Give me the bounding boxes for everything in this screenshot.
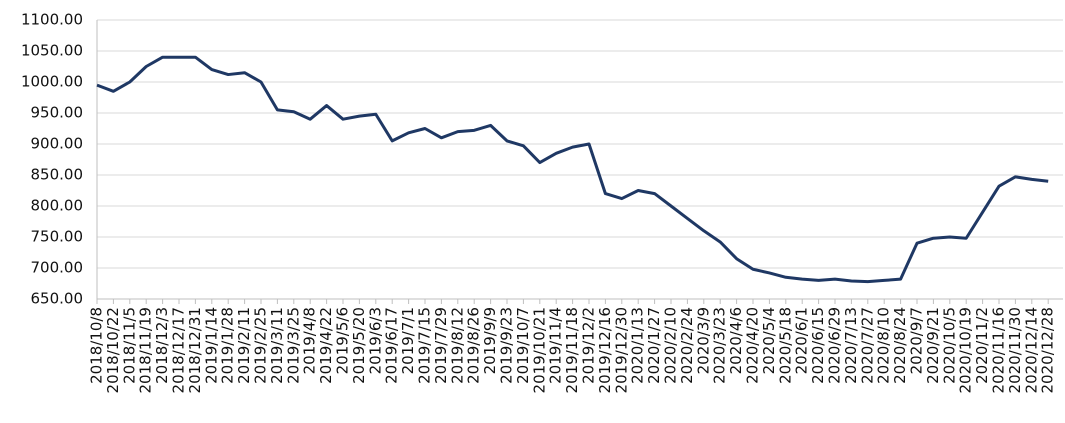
x-tick-label: 2019/11/18 [563, 307, 581, 393]
x-tick-label: 2020/1/13 [629, 307, 647, 384]
y-tick-label: 1050.00 [21, 42, 83, 60]
x-tick-label: 2019/7/29 [432, 307, 450, 384]
x-tick-label: 2020/9/7 [908, 307, 926, 374]
x-tick-label: 2019/5/20 [350, 307, 368, 384]
x-tick-label: 2020/5/4 [760, 307, 778, 374]
x-tick-label: 2019/3/11 [268, 307, 286, 384]
x-tick-label: 2019/8/12 [448, 307, 466, 384]
x-tick-label: 2018/12/31 [186, 307, 204, 393]
x-tick-label: 2020/12/14 [1022, 307, 1040, 393]
x-tick-label: 2019/2/11 [235, 307, 253, 384]
x-tick-label: 2020/12/28 [1039, 307, 1057, 393]
x-tick-label: 2019/6/3 [366, 307, 384, 374]
x-tick-label: 2019/2/25 [252, 307, 270, 384]
x-tick-label: 2020/3/23 [711, 307, 729, 384]
y-tick-label: 1100.00 [21, 11, 83, 29]
y-tick-label: 900.00 [31, 135, 84, 153]
x-tick-label: 2020/3/9 [694, 307, 712, 374]
x-tick-label: 2019/7/1 [399, 307, 417, 374]
x-tick-label: 2018/12/17 [170, 307, 188, 393]
x-tick-label: 2020/2/24 [678, 307, 696, 384]
y-tick-label: 800.00 [31, 197, 84, 215]
x-tick-label: 2019/9/9 [481, 307, 499, 374]
x-tick-label: 2018/11/5 [120, 307, 138, 384]
x-tick-label: 2019/12/2 [580, 307, 598, 384]
y-tick-label: 650.00 [31, 290, 84, 308]
x-tick-label: 2019/7/15 [416, 307, 434, 384]
x-tick-label: 2019/4/8 [301, 307, 319, 374]
x-tick-label: 2020/4/20 [744, 307, 762, 384]
line [96, 55, 1049, 284]
x-tick-label: 2019/3/25 [284, 307, 302, 384]
x-tick-label: 2018/12/3 [153, 307, 171, 384]
x-tick-label: 2019/1/14 [202, 307, 220, 384]
x-tick-label: 2020/7/27 [858, 307, 876, 384]
x-tick-label: 2020/5/18 [776, 307, 794, 384]
x-tick-label: 2019/12/30 [612, 307, 630, 393]
x-tick-label: 2018/10/22 [104, 307, 122, 393]
y-tick-label: 750.00 [31, 228, 84, 246]
y-tick-label: 700.00 [31, 259, 84, 277]
x-tick-label: 2020/4/6 [727, 307, 745, 374]
x-tick-label: 2019/8/26 [465, 307, 483, 384]
x-tick-label: 2020/6/1 [793, 307, 811, 374]
x-tick-label: 2020/8/24 [891, 307, 909, 384]
x-tick-label: 2020/8/10 [875, 307, 893, 384]
x-tick-label: 2020/2/10 [662, 307, 680, 384]
x-tick-label: 2019/12/16 [596, 307, 614, 393]
y-tick-label: 850.00 [31, 166, 84, 184]
x-tick-label: 2018/10/8 [88, 307, 106, 384]
x-tick-label: 2020/10/5 [940, 307, 958, 384]
x-tick-label: 2019/10/7 [514, 307, 532, 384]
x-tick-label: 2019/11/4 [547, 307, 565, 384]
x-tick-label: 2019/4/22 [317, 307, 335, 384]
x-tick-label: 2020/6/15 [809, 307, 827, 384]
x-tick-label: 2020/9/21 [924, 307, 942, 384]
y-tick-label: 1000.00 [21, 73, 83, 91]
x-tick-label: 2019/9/23 [498, 307, 516, 384]
y-tick-label: 950.00 [31, 104, 84, 122]
x-tick-label: 2020/11/30 [1006, 307, 1024, 393]
x-tick-label: 2020/1/27 [645, 307, 663, 384]
x-tick-label: 2018/11/19 [137, 307, 155, 393]
x-tick-label: 2019/5/6 [334, 307, 352, 374]
x-tick-label: 2019/6/17 [383, 307, 401, 384]
x-tick-label: 2019/1/28 [219, 307, 237, 384]
x-tick-label: 2020/7/13 [842, 307, 860, 384]
x-tick-label: 2020/11/16 [990, 307, 1008, 393]
x-tick-label: 2020/11/2 [973, 307, 991, 384]
x-tick-label: 2020/10/19 [957, 307, 975, 393]
x-tick-label: 2019/10/21 [530, 307, 548, 393]
x-tick-label: 2020/6/29 [826, 307, 844, 384]
